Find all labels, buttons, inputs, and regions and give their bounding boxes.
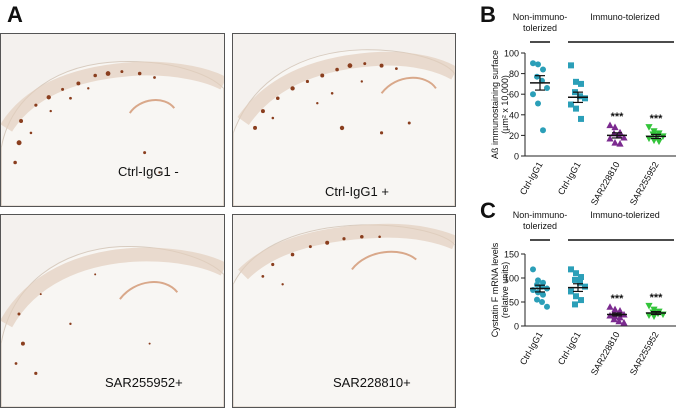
y-tick-label: 0 xyxy=(514,322,519,332)
panel-c-letter: C xyxy=(480,198,496,223)
data-point xyxy=(611,123,619,131)
plaque-dots xyxy=(14,273,151,375)
data-point xyxy=(573,293,579,300)
data-point xyxy=(572,301,578,308)
data-point xyxy=(577,93,583,100)
data-point xyxy=(540,127,546,134)
chart-panel-c: 0 50 100 150 Cystatin F mRNA levels (relative… xyxy=(490,210,676,377)
x-tick-label: SAR255952 xyxy=(628,160,661,207)
brain-section-sar228810: SAR228810+ xyxy=(232,214,456,408)
brain-section-ctrl-pos: Ctrl-IgG1 + xyxy=(232,33,456,207)
data-point xyxy=(578,115,584,122)
y-tick-label: 50 xyxy=(509,298,519,308)
significance-label: *** xyxy=(611,293,625,305)
y-tick-label: 100 xyxy=(504,274,519,284)
image-label-ctrl-neg: Ctrl-IgG1 - xyxy=(118,164,179,179)
y-axis-label: Aß immunostaining surface xyxy=(490,50,500,159)
data-point xyxy=(577,279,583,286)
data-point xyxy=(535,100,541,107)
brain-section-drawing xyxy=(1,61,224,206)
data-point xyxy=(620,319,628,326)
x-tick-label: Ctrl-IgG1 xyxy=(556,160,583,197)
plaque-dots xyxy=(261,234,381,286)
chart-panel-b: 0 20 40 60 80 100 Aß immunostaining surface (µm… xyxy=(490,12,676,207)
data-point xyxy=(578,274,584,281)
x-tick-label: SAR228810 xyxy=(589,330,622,377)
data-point xyxy=(582,283,588,290)
data-point xyxy=(616,313,624,321)
image-label-sar228810: SAR228810+ xyxy=(333,375,411,390)
data-point xyxy=(530,266,536,273)
brain-section-drawing xyxy=(1,246,224,407)
brain-section-drawing xyxy=(233,223,455,407)
data-point xyxy=(568,288,574,295)
data-point xyxy=(645,302,653,310)
data-point xyxy=(540,66,546,73)
y-tick-label: 40 xyxy=(509,110,519,120)
data-point xyxy=(573,78,579,85)
image-label-sar255952: SAR255952+ xyxy=(105,375,183,390)
data-point xyxy=(530,60,536,67)
data-point xyxy=(535,61,541,68)
data-point xyxy=(573,270,579,277)
y-tick-label: 80 xyxy=(509,69,519,79)
x-tick-label: Ctrl-IgG1 xyxy=(556,330,583,367)
y-axis-label-unit: (µm² x 10,000) xyxy=(500,75,510,134)
data-point xyxy=(568,101,574,108)
data-point xyxy=(606,303,614,310)
significance-label: *** xyxy=(650,292,664,304)
x-tick-label: SAR228810 xyxy=(589,160,622,207)
data-point xyxy=(534,296,540,303)
y-tick-label: 100 xyxy=(504,49,519,59)
data-point xyxy=(530,91,536,98)
brain-section-sar255952: SAR255952+ xyxy=(0,214,225,408)
x-tick-label: Ctrl-IgG1 xyxy=(518,160,545,197)
brain-section-ctrl-neg: Ctrl-IgG1 - xyxy=(0,33,225,207)
group-label-left-cont: tolerized xyxy=(523,23,557,33)
data-point xyxy=(544,303,550,310)
y-axis-label: Cystatin F mRNA levels xyxy=(490,242,500,337)
data-point xyxy=(615,317,623,325)
plaque-dots xyxy=(13,70,161,174)
data-point xyxy=(578,297,584,304)
panel-b-letter: B xyxy=(480,2,496,27)
data-point xyxy=(544,85,550,92)
group-label-left: Non-immuno- xyxy=(513,210,568,220)
group-label-left-cont: tolerized xyxy=(523,221,557,231)
x-tick-label: Ctrl-IgG1 xyxy=(518,330,545,367)
data-point xyxy=(645,124,653,131)
data-point xyxy=(606,134,614,142)
brain-section-drawing xyxy=(233,49,455,206)
plaque-dots xyxy=(253,62,411,135)
y-tick-label: 150 xyxy=(504,250,519,260)
data-point xyxy=(568,62,574,69)
x-tick-label: SAR255952 xyxy=(628,330,661,377)
y-axis-label-unit: (relative units) xyxy=(500,262,510,319)
y-tick-label: 0 xyxy=(514,152,519,162)
panel-a-letter: A xyxy=(7,2,23,27)
data-point xyxy=(578,80,584,87)
data-point xyxy=(572,276,578,283)
group-label-left: Non-immuno- xyxy=(513,12,568,22)
data-point xyxy=(582,95,588,102)
y-tick-label: 60 xyxy=(509,90,519,100)
data-point xyxy=(616,140,624,147)
data-point xyxy=(610,315,618,323)
data-point xyxy=(540,291,546,298)
data-point xyxy=(606,121,614,129)
y-tick-label: 20 xyxy=(509,131,519,141)
data-point xyxy=(534,73,540,80)
data-point xyxy=(568,266,574,273)
data-point xyxy=(655,138,663,146)
significance-label: *** xyxy=(650,113,664,125)
group-label-right: Immuno-tolerized xyxy=(590,12,660,22)
data-point xyxy=(573,105,579,112)
significance-label: *** xyxy=(611,111,625,123)
data-point xyxy=(539,299,545,305)
data-point xyxy=(620,133,628,141)
image-label-ctrl-pos: Ctrl-IgG1 + xyxy=(325,184,389,199)
group-label-right: Immuno-tolerized xyxy=(590,210,660,220)
data-point xyxy=(611,139,619,146)
